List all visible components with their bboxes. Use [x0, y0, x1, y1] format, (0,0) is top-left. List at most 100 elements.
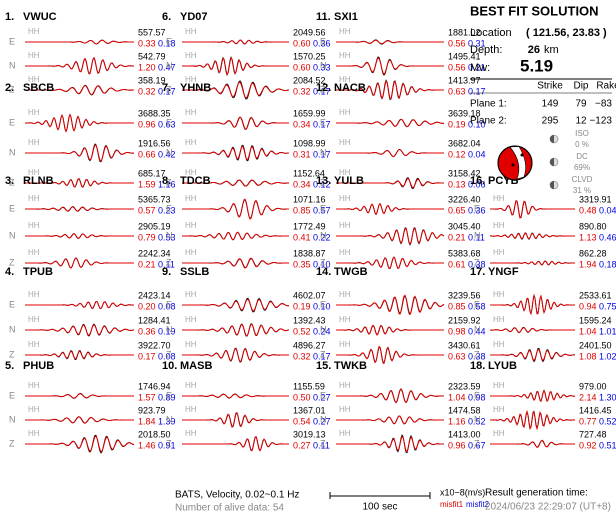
- amplitude: 890.80: [579, 221, 607, 231]
- instrument-label: HH: [339, 108, 351, 117]
- table-header: Strike: [537, 81, 563, 92]
- station-name: TWKB: [334, 360, 367, 372]
- misfit2: 0.52: [599, 416, 616, 426]
- amplitude: 3682.04: [448, 138, 481, 148]
- amplitude: 1392.43: [293, 315, 326, 325]
- component-label: N: [474, 230, 481, 240]
- instrument-label: HH: [28, 315, 40, 324]
- component-label: Z: [320, 438, 326, 448]
- component-label: Z: [166, 438, 172, 448]
- misfit1: 2.14: [579, 392, 597, 402]
- misfit2: 0.63: [158, 119, 176, 129]
- misfit1: 0.85: [293, 205, 311, 215]
- station-name: TWGB: [334, 266, 368, 278]
- amplitude: 2049.56: [293, 27, 326, 37]
- synthetic-waveform: [335, 80, 445, 100]
- misfit1: 0.63: [448, 351, 466, 361]
- misfit2: 0.67: [468, 440, 486, 450]
- misfit2: 0.10: [313, 301, 331, 311]
- station-index: 12.: [316, 82, 331, 94]
- misfit2: 1.16: [158, 179, 176, 189]
- misfit1: 0.60: [293, 38, 311, 48]
- component-label: E: [9, 203, 15, 213]
- misfit1: 0.32: [293, 86, 311, 96]
- station-name: TPUB: [23, 266, 53, 278]
- component-label: Z: [320, 349, 326, 359]
- misfit1: 0.56: [448, 38, 466, 48]
- component-label: Z: [320, 257, 326, 267]
- misfit1: 0.52: [293, 326, 311, 336]
- p-axis: [511, 163, 515, 167]
- misfit1: 0.65: [448, 205, 466, 215]
- component-label: E: [166, 299, 172, 309]
- misfit2: 0.27: [313, 392, 331, 402]
- misfit2: 0.11: [313, 440, 330, 450]
- instrument-label: HH: [28, 221, 40, 230]
- synthetic-waveform: [336, 324, 444, 336]
- time-value: 2024/06/23 22:29:07 (UT+8): [485, 502, 611, 513]
- instrument-label: HH: [28, 168, 40, 177]
- amplitude: 4602.07: [293, 290, 326, 300]
- amplitude: 1916.56: [138, 138, 171, 148]
- component-label: Z: [9, 438, 15, 448]
- instrument-label: HH: [339, 405, 351, 414]
- misfit2: 0.38: [468, 259, 486, 269]
- misfit2: 0.04: [599, 205, 616, 215]
- component-label: Z: [9, 349, 15, 359]
- misfit1: 0.61: [448, 259, 466, 269]
- misfit2: 0.10: [468, 119, 486, 129]
- synthetic-waveform: [25, 144, 135, 162]
- station-index: 13.: [316, 175, 331, 187]
- amplitude: 1474.58: [448, 405, 481, 415]
- misfit1: 1.13: [579, 232, 597, 242]
- misfit1: 0.94: [579, 301, 597, 311]
- component-label: E: [320, 117, 326, 127]
- misfit1: 0.32: [138, 86, 156, 96]
- misfit1: 0.79: [138, 232, 156, 242]
- misfit2: 1.30: [599, 392, 616, 402]
- amplitude: 1098.99: [293, 138, 326, 148]
- synthetic-waveform: [181, 393, 289, 399]
- location-label: Location: [470, 27, 512, 39]
- misfit2: 0.75: [599, 301, 616, 311]
- component-label: N: [166, 414, 173, 424]
- station-index: 1.: [5, 11, 14, 23]
- depth-label: Depth:: [470, 44, 502, 56]
- misfit2: 0.42: [158, 149, 176, 159]
- synthetic-waveform: [336, 228, 445, 246]
- time-label: Result generation time:: [485, 488, 588, 499]
- component-label: E: [166, 203, 172, 213]
- amplitude: 5383.68: [448, 248, 481, 258]
- synthetic-waveform: [490, 389, 576, 403]
- misfit2: 0.36: [313, 38, 331, 48]
- amplitude: 557.57: [138, 27, 166, 37]
- solution-title: BEST FIT SOLUTION: [470, 3, 599, 18]
- instrument-label: HH: [339, 168, 351, 177]
- misfit2-legend: misfit2: [466, 500, 490, 509]
- instrument-label: HH: [493, 248, 505, 257]
- instrument-label: HH: [28, 381, 40, 390]
- synthetic-waveform: [182, 412, 289, 428]
- instrument-label: HH: [28, 405, 40, 414]
- misfit1: 0.27: [293, 440, 311, 450]
- amplitude: 1413.97: [448, 75, 481, 85]
- synthetic-waveform: [182, 435, 290, 452]
- component-label: E: [166, 117, 172, 127]
- misfit1: 1.20: [138, 62, 156, 72]
- misfit2: 0.44: [468, 326, 486, 336]
- component-label: E: [320, 203, 326, 213]
- synthetic-waveform: [182, 116, 289, 130]
- synthetic-waveform: [182, 145, 290, 161]
- component-label: N: [9, 147, 16, 157]
- depth-unit: km: [544, 44, 559, 56]
- misfit1: 0.92: [579, 440, 597, 450]
- misfit1: 0.77: [579, 416, 597, 426]
- misfit1: 0.57: [138, 205, 156, 215]
- station-index: 14.: [316, 266, 331, 278]
- instrument-label: HH: [185, 75, 197, 84]
- station-name: YD07: [180, 11, 208, 23]
- misfit1: 1.94: [579, 259, 597, 269]
- misfit2: 0.06: [468, 179, 486, 189]
- station-name: LYUB: [488, 360, 517, 372]
